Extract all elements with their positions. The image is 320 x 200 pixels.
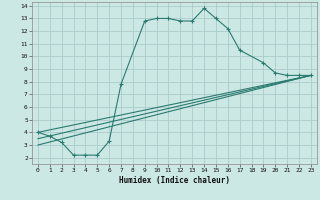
X-axis label: Humidex (Indice chaleur): Humidex (Indice chaleur): [119, 176, 230, 185]
